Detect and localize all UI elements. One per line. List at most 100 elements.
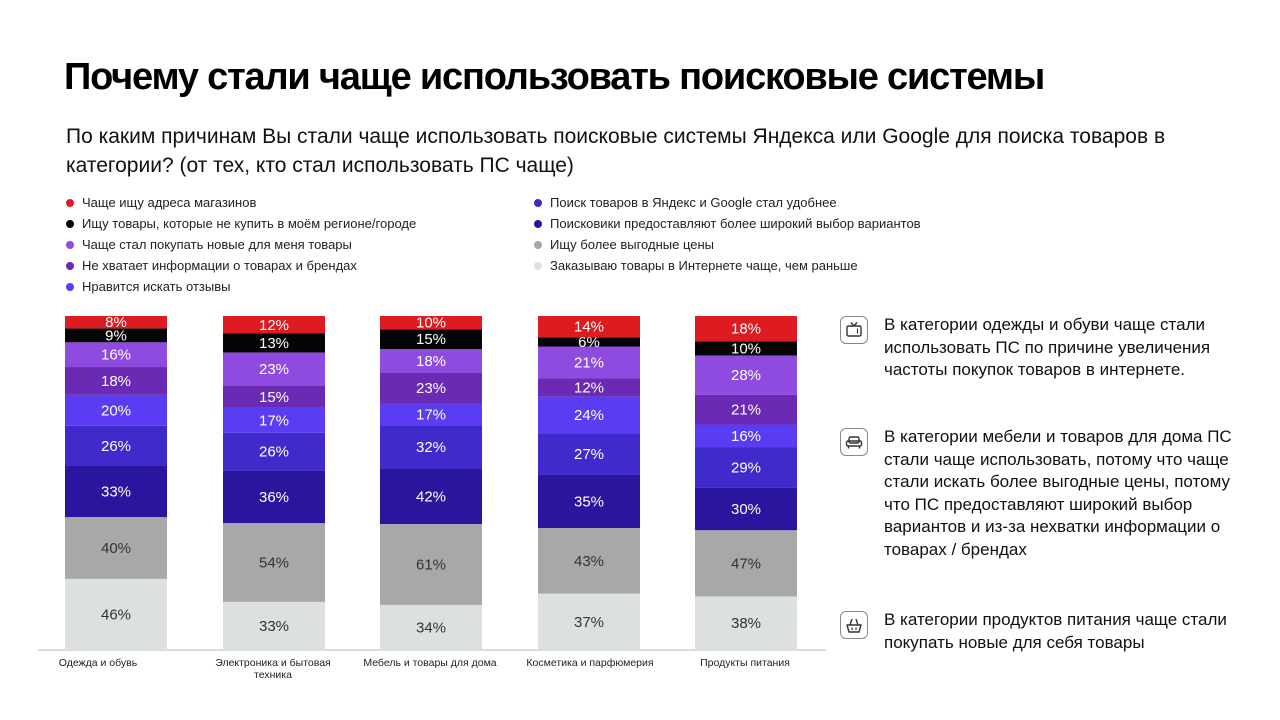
bar-segment [538, 378, 640, 397]
bar-segment [65, 316, 167, 329]
data-label: 28% [731, 367, 761, 384]
data-label: 8% [105, 314, 127, 331]
food-basket-icon [840, 611, 868, 639]
data-label: 17% [259, 412, 289, 429]
data-label: 17% [416, 407, 446, 424]
bar-segment [695, 394, 797, 425]
legend-item: Чаще ищу адреса магазинов [66, 192, 416, 213]
bar-segment [538, 433, 640, 475]
insight-text: В категории продуктов питания чаще стали… [884, 610, 1227, 652]
legend-item: Заказываю товары в Интернете чаще, чем р… [534, 255, 921, 276]
data-label: 20% [101, 402, 131, 419]
bar-segment [695, 596, 797, 650]
bar-segment [538, 527, 640, 594]
bar-segment [65, 328, 167, 343]
legend-dot [534, 240, 542, 249]
data-label: 21% [574, 355, 604, 372]
data-label: 24% [574, 407, 604, 424]
bar-segment [538, 474, 640, 528]
bar-segment [695, 447, 797, 488]
legend-right: Поиск товаров в Яндекс и Google стал удо… [534, 192, 921, 276]
bar-segment [380, 316, 482, 330]
chart-question: По каким причинам Вы стали чаще использо… [66, 125, 1166, 177]
legend-item: Ищу товары, которые не купить в моём рег… [66, 213, 416, 234]
data-label: 18% [101, 373, 131, 390]
bar-segment [380, 468, 482, 525]
bar-segment [65, 465, 167, 518]
data-label: 14% [574, 319, 604, 336]
bar-segment [223, 523, 325, 602]
data-label: 36% [259, 489, 289, 506]
data-label: 21% [731, 402, 761, 419]
data-label: 61% [416, 557, 446, 574]
data-label: 42% [416, 488, 446, 505]
stacked-bar-chart: 46% 40% 33% 26% 20% 18% 16% 9%8% Одежда и обувь 3… [38, 314, 826, 681]
bar-segment [380, 349, 482, 373]
legend-dot [66, 219, 74, 228]
bar-segment [380, 372, 482, 404]
data-label: 33% [101, 484, 131, 501]
legend-label: Поиск товаров в Яндекс и Google стал удо… [550, 195, 837, 210]
bar-segment [65, 425, 167, 466]
bar-segment [380, 403, 482, 427]
legend-label: Нравится искать отзывы [82, 279, 231, 294]
data-label: 26% [259, 444, 289, 461]
data-label: 35% [574, 493, 604, 510]
data-label: 43% [574, 553, 604, 570]
data-label: 30% [731, 501, 761, 518]
data-label: 23% [259, 361, 289, 378]
data-label: 15% [259, 389, 289, 406]
legend-item: Ищу более выгодные цены [534, 234, 921, 255]
data-label: 18% [416, 353, 446, 370]
data-label: 10% [416, 315, 446, 332]
bar-segment [695, 341, 797, 356]
legend-item: Нравится искать отзывы [66, 276, 416, 297]
data-label: 29% [731, 459, 761, 476]
data-label: 15% [416, 331, 446, 348]
bar-segment [65, 367, 167, 395]
legend-dot [66, 198, 74, 207]
data-label: 34% [416, 619, 446, 636]
category-label: Электроника и бытовая техника [215, 657, 330, 681]
legend-dot [534, 261, 542, 270]
data-label: 10% [731, 340, 761, 357]
legend-dot [66, 261, 74, 270]
tv-icon [840, 316, 868, 344]
legend-label: Чаще ищу адреса магазинов [82, 195, 257, 210]
legend-dot [66, 282, 74, 291]
bar-segment [538, 337, 640, 347]
bar-segment [538, 346, 640, 379]
legend-label: Ищу более выгодные цены [550, 237, 714, 252]
category-label: Одежда и обувь [59, 657, 138, 669]
bar-segment [380, 426, 482, 469]
bar-segment [223, 601, 325, 650]
legend-item: Не хватает информации о товарах и бренда… [66, 255, 416, 276]
data-label: 16% [731, 428, 761, 445]
data-label: 23% [416, 380, 446, 397]
insight-text: В категории одежды и обуви чаще стали ис… [884, 315, 1211, 379]
data-label: 54% [259, 554, 289, 571]
bar-segment [695, 424, 797, 448]
data-label: 38% [731, 615, 761, 632]
bar-segment [223, 333, 325, 353]
data-label: 18% [731, 321, 761, 338]
page-title: Почему стали чаще использовать поисковые… [64, 56, 1045, 98]
data-label: 12% [259, 317, 289, 334]
legend-label: Ищу товары, которые не купить в моём рег… [82, 216, 417, 231]
sofa-icon [840, 428, 868, 456]
bar-segment [538, 396, 640, 434]
data-label: 32% [416, 439, 446, 456]
bar-segment [223, 470, 325, 524]
data-label: 33% [259, 618, 289, 635]
legend-item: Поиск товаров в Яндекс и Google стал удо… [534, 192, 921, 213]
bar-segment [380, 329, 482, 350]
bar-segment [65, 342, 167, 368]
data-label: 26% [101, 438, 131, 455]
bar-segment [65, 578, 167, 650]
legend-dot [66, 240, 74, 249]
data-label: 37% [574, 614, 604, 631]
bar-segment [223, 352, 325, 387]
bar-segment [223, 407, 325, 433]
bar-segment [695, 316, 797, 342]
insight-text: В категории мебели и товаров для дома ПС… [884, 427, 1232, 559]
